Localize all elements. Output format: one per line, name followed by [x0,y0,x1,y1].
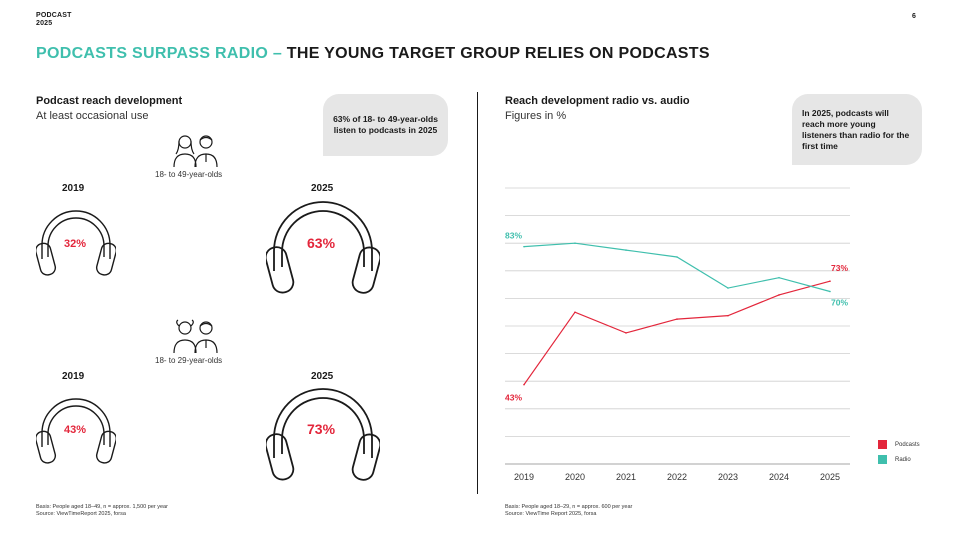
group-1-label: 18- to 49-year-olds [155,170,223,179]
x-tick-label: 2021 [616,472,636,482]
data-label-start-podcasts: 43% [505,393,522,403]
legend-label-podcasts: Podcasts [895,441,920,448]
left-section-title: Podcast reach development [36,95,183,107]
left-basis-line-1: Basis: People aged 18–49, n = approx. 1,… [36,504,168,510]
data-point-podcasts [676,318,678,320]
legend-swatch-radio [878,455,887,464]
x-tick-label: 2022 [667,472,687,482]
left-callout: 63% of 18- to 49-year-olds listen to pod… [323,94,448,156]
people-pair-icon [173,319,218,354]
legend: Podcasts Radio [878,440,920,464]
headphones-icon [36,210,116,276]
series-line-radio [523,242,831,293]
right-section-subtitle: Figures in % [505,110,567,122]
right-basis-note: Basis: People aged 18–29, n = approx. 60… [505,504,632,518]
headphones-icon [266,201,380,294]
group-2-year-b: 2025 [311,371,334,382]
right-basis-line-2: Source: ViewTime Report 2025, forsa [505,511,597,517]
group-2-value-a: 43% [64,424,87,436]
legend-swatch-podcasts [878,440,887,449]
x-tick-label: 2019 [514,472,534,482]
data-point-podcasts [523,383,525,386]
group-1-year-b: 2025 [311,183,334,194]
group-2-label: 18- to 29-year-olds [155,356,223,365]
data-point-podcasts [727,314,729,317]
data-point-radio [778,276,780,279]
right-callout-text: In 2025, podcasts will reach more young … [802,107,910,151]
left-section-subtitle: At least occasional use [36,110,149,122]
data-label-start-radio: 83% [505,231,522,241]
right-callout: In 2025, podcasts will reach more young … [792,94,922,165]
page-number: 6 [912,13,916,20]
data-point-podcasts [778,294,780,296]
section-divider [477,92,478,494]
data-point-podcasts [829,280,831,282]
left-basis-line-2: Source: ViewTimeReport 2025, forsa [36,511,126,517]
data-point-radio [523,245,525,248]
logo-line-1: PODCAST [36,12,72,19]
logo-line-2: 2025 [36,20,53,27]
left-basis-note: Basis: People aged 18–49, n = approx. 1,… [36,504,168,518]
data-point-radio [574,242,576,244]
x-tick-label: 2023 [718,472,738,482]
group-2-value-b: 73% [307,421,336,437]
headline-accent: PODCASTS SURPASS RADIO – [36,45,283,62]
left-callout-text: 63% of 18- to 49-year-olds listen to pod… [333,114,438,135]
legend-item-radio: Radio [878,455,920,464]
data-point-radio [829,290,831,293]
x-tick-label: 2020 [565,472,585,482]
group-2-year-a: 2019 [62,371,85,382]
data-point-radio [727,287,729,289]
series-line-podcasts [523,280,831,385]
report-logo: PODCAST 2025 [36,12,72,28]
headphones-icon [36,398,116,464]
right-basis-line-1: Basis: People aged 18–29, n = approx. 60… [505,504,633,510]
group-1-value-b: 63% [307,235,336,251]
data-point-podcasts [574,311,576,314]
data-label-end-podcasts: 73% [831,263,848,273]
data-point-radio [625,249,627,251]
headline-rest: THE YOUNG TARGET GROUP RELIES ON PODCAST… [282,45,710,62]
legend-item-podcasts: Podcasts [878,440,920,449]
x-tick-label: 2025 [820,472,840,482]
data-label-end-radio: 70% [831,298,848,308]
people-pair-icon [173,135,218,168]
data-point-radio [676,256,678,258]
legend-label-radio: Radio [895,456,911,463]
right-section-title: Reach development radio vs. audio [505,95,690,107]
data-point-podcasts [625,332,627,334]
group-1-year-a: 2019 [62,183,85,194]
page-headline: PODCASTS SURPASS RADIO – THE YOUNG TARGE… [36,45,710,63]
x-tick-label: 2024 [769,472,789,482]
headphones-icon [266,388,380,481]
group-1-value-a: 32% [64,238,87,250]
